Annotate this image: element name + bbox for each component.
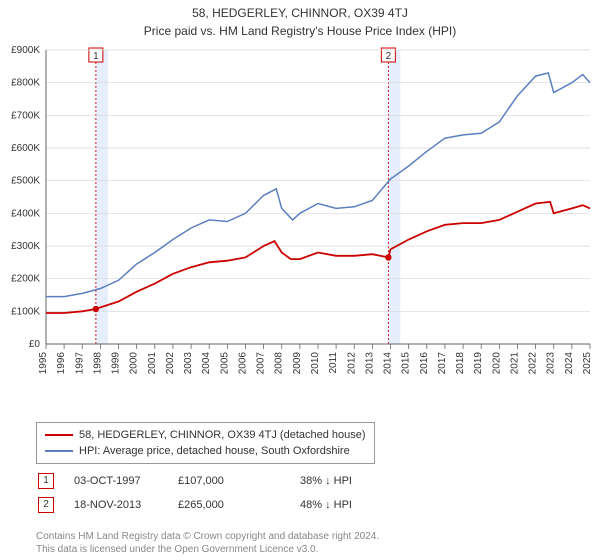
svg-text:2002: 2002 (165, 352, 176, 375)
svg-text:£300K: £300K (11, 241, 40, 252)
legend-label: 58, HEDGERLEY, CHINNOR, OX39 4TJ (detach… (79, 427, 366, 443)
svg-text:2012: 2012 (346, 352, 357, 375)
svg-text:1998: 1998 (92, 352, 103, 375)
point-price: £265,000 (178, 499, 298, 511)
svg-text:2022: 2022 (528, 352, 539, 375)
legend-swatch (45, 434, 73, 436)
svg-text:2005: 2005 (219, 352, 230, 375)
svg-text:2001: 2001 (147, 352, 158, 375)
point-pct: 38% ↓ HPI (300, 475, 420, 487)
svg-text:1997: 1997 (74, 352, 85, 375)
svg-text:2011: 2011 (328, 352, 339, 374)
footnote-line: Contains HM Land Registry data © Crown c… (36, 530, 379, 543)
svg-text:2014: 2014 (383, 352, 394, 375)
svg-text:2003: 2003 (183, 352, 194, 375)
svg-text:2020: 2020 (491, 352, 502, 375)
svg-text:£700K: £700K (11, 110, 40, 121)
legend-item: 58, HEDGERLEY, CHINNOR, OX39 4TJ (detach… (45, 427, 366, 443)
svg-text:1995: 1995 (38, 352, 49, 375)
svg-text:2010: 2010 (310, 352, 321, 375)
svg-text:2017: 2017 (437, 352, 448, 375)
svg-text:2007: 2007 (256, 352, 267, 375)
svg-text:£0: £0 (29, 339, 41, 350)
svg-text:2024: 2024 (564, 352, 575, 375)
title-address: 58, HEDGERLEY, CHINNOR, OX39 4TJ (0, 0, 600, 20)
svg-text:2006: 2006 (237, 352, 248, 375)
svg-text:2015: 2015 (401, 352, 412, 375)
svg-text:1: 1 (93, 51, 99, 62)
svg-text:2023: 2023 (546, 352, 557, 375)
point-price: £107,000 (178, 475, 298, 487)
legend-swatch (45, 450, 73, 452)
svg-text:2: 2 (386, 51, 392, 62)
legend-label: HPI: Average price, detached house, Sout… (79, 443, 350, 459)
table-row: 2 18-NOV-2013 £265,000 48% ↓ HPI (38, 494, 420, 516)
svg-text:£200K: £200K (11, 274, 40, 285)
svg-text:£900K: £900K (11, 45, 40, 56)
svg-text:£400K: £400K (11, 208, 40, 219)
title-subtitle: Price paid vs. HM Land Registry's House … (0, 20, 600, 38)
point-date: 03-OCT-1997 (56, 475, 176, 487)
table-row: 1 03-OCT-1997 £107,000 38% ↓ HPI (38, 470, 420, 492)
svg-text:£600K: £600K (11, 143, 40, 154)
svg-text:2025: 2025 (582, 352, 593, 375)
svg-text:£800K: £800K (11, 78, 40, 89)
svg-text:2018: 2018 (455, 352, 466, 375)
footnote: Contains HM Land Registry data © Crown c… (36, 530, 379, 556)
svg-text:2008: 2008 (274, 352, 285, 375)
point-date: 18-NOV-2013 (56, 499, 176, 511)
point-badge: 1 (38, 473, 54, 489)
chart: 1 2 £0 £100K £200K £300K £400K £500K £600K £700K £… (0, 42, 600, 412)
chart-container: 58, HEDGERLEY, CHINNOR, OX39 4TJ Price p… (0, 0, 600, 560)
point-pct: 48% ↓ HPI (300, 499, 420, 511)
svg-text:1999: 1999 (111, 352, 122, 375)
svg-text:2009: 2009 (292, 352, 303, 375)
legend: 58, HEDGERLEY, CHINNOR, OX39 4TJ (detach… (36, 422, 375, 464)
svg-text:£500K: £500K (11, 176, 40, 187)
svg-text:2013: 2013 (364, 352, 375, 375)
svg-text:£100K: £100K (11, 306, 40, 317)
footnote-line: This data is licensed under the Open Gov… (36, 543, 379, 556)
point-badge: 2 (38, 497, 54, 513)
svg-text:2021: 2021 (509, 352, 520, 375)
svg-text:2019: 2019 (473, 352, 484, 375)
svg-text:2004: 2004 (201, 352, 212, 375)
chart-svg: 1 2 £0 £100K £200K £300K £400K £500K £600K £700K £… (0, 42, 600, 412)
svg-text:1996: 1996 (56, 352, 67, 375)
svg-text:2016: 2016 (419, 352, 430, 375)
sale-points-table: 1 03-OCT-1997 £107,000 38% ↓ HPI 2 18-NO… (36, 468, 422, 518)
svg-text:2000: 2000 (129, 352, 140, 375)
legend-item: HPI: Average price, detached house, Sout… (45, 443, 366, 459)
